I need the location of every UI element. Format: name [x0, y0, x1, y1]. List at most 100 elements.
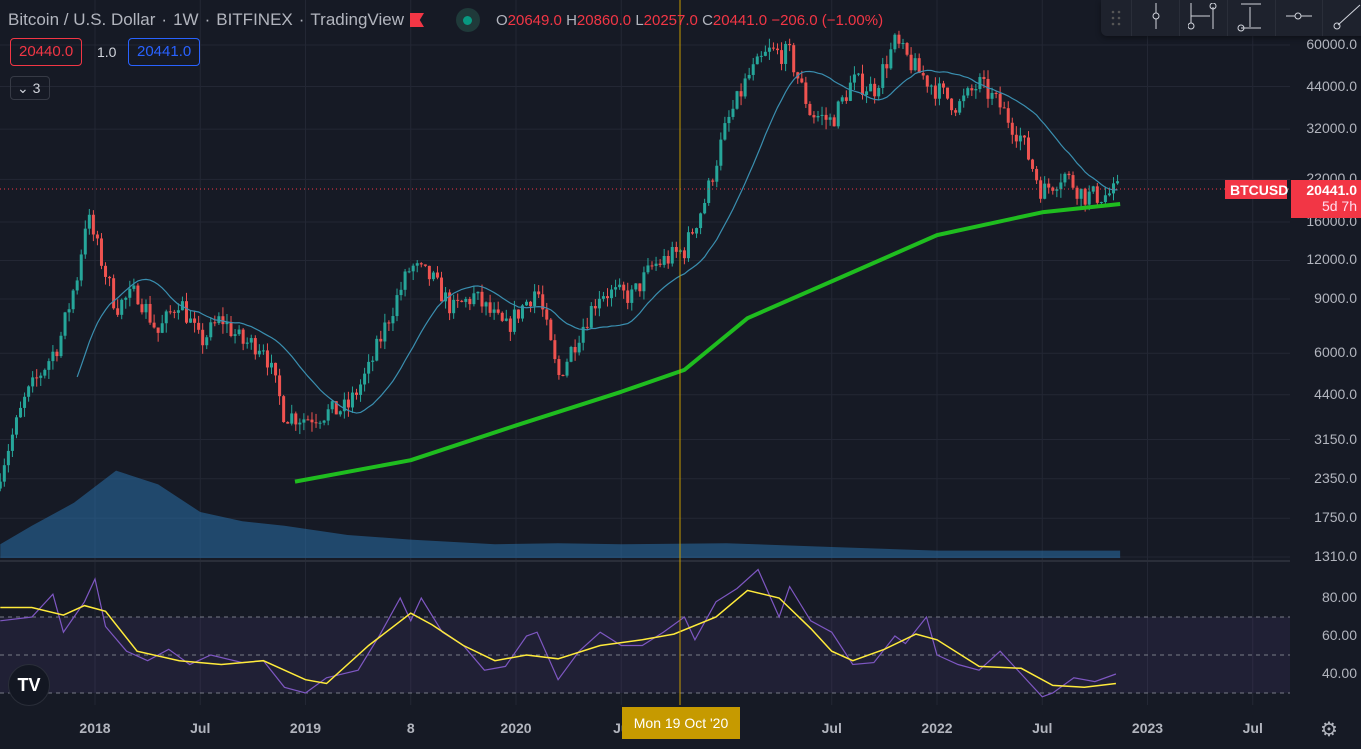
candle-body	[10, 434, 14, 451]
interval[interactable]: 1W	[173, 10, 199, 29]
settings-gear-icon[interactable]: ⚙	[1320, 719, 1338, 741]
candle-body	[286, 422, 290, 424]
ma20-line	[76, 69, 1118, 414]
candle-body	[472, 293, 476, 305]
candle-body	[695, 228, 699, 234]
candle-body	[670, 246, 674, 264]
candle-body	[998, 93, 1002, 108]
candle-body	[124, 297, 128, 300]
candle-body	[537, 291, 541, 295]
candle-body	[144, 303, 148, 313]
candle-body	[35, 377, 39, 379]
flag-icon[interactable]	[409, 13, 424, 27]
candle-body	[739, 91, 743, 97]
candle-body	[516, 309, 520, 319]
candle-body	[610, 289, 614, 299]
candle-body	[201, 329, 205, 346]
candle-body	[650, 265, 654, 267]
candle-body	[553, 340, 557, 360]
candle-body	[755, 56, 759, 65]
candle-body	[148, 303, 152, 323]
candle-body	[480, 291, 484, 307]
candle-body	[638, 283, 642, 292]
candle-body	[245, 342, 249, 344]
rsi-line	[0, 568, 1117, 698]
candle-body	[423, 264, 427, 266]
candle-body	[654, 263, 658, 266]
candle-body	[91, 214, 95, 235]
candle-body	[585, 326, 589, 328]
candle-body	[330, 401, 334, 410]
price-axis-label: 1750.0	[1314, 509, 1357, 526]
candle-body	[1116, 181, 1120, 184]
candle-body	[994, 92, 998, 94]
candle-body	[282, 396, 286, 423]
candle-body	[51, 351, 55, 362]
trend-line-tool-icon[interactable]	[1323, 0, 1361, 36]
candle-body	[229, 321, 233, 337]
candle-body	[512, 309, 516, 332]
candle-body	[933, 85, 937, 99]
candle-body	[986, 78, 990, 99]
candle-body	[375, 338, 379, 361]
candle-body	[500, 312, 504, 321]
candle-body	[622, 284, 626, 291]
candle-body	[1091, 186, 1095, 192]
candle-body	[176, 310, 180, 313]
candle-body	[253, 338, 257, 355]
candle-body	[448, 292, 452, 314]
candle-body	[261, 350, 265, 352]
candle-body	[707, 180, 711, 203]
candle-body	[221, 316, 225, 325]
candle-body	[274, 362, 278, 376]
market-status-icon[interactable]	[455, 8, 480, 32]
tradingview-logo[interactable]: TV	[8, 664, 50, 706]
price-axis-label: 6000.0	[1314, 344, 1357, 361]
candle-body	[379, 338, 383, 342]
candle-body	[403, 271, 407, 290]
candle-body	[642, 272, 646, 292]
candle-body	[921, 72, 925, 76]
candle-body	[193, 318, 197, 323]
candle-body	[83, 228, 87, 255]
symbol-title[interactable]: Bitcoin / U.S. Dollar	[8, 10, 156, 29]
candle-body	[630, 289, 634, 303]
candle-body	[674, 246, 678, 252]
candle-body	[55, 351, 59, 357]
volume-area	[0, 470, 1121, 558]
candle-body	[59, 335, 63, 357]
candle-body	[759, 55, 763, 57]
indicators-toggle[interactable]: ⌄ 3	[10, 76, 50, 100]
sell-button[interactable]: 20440.0	[10, 38, 83, 66]
candle-body	[848, 82, 852, 101]
buy-button[interactable]: 20441.0	[128, 38, 201, 66]
candle-body	[852, 74, 856, 83]
candle-body	[355, 392, 359, 395]
candle-body	[359, 384, 363, 395]
candle-body	[634, 283, 638, 290]
candle-body	[164, 311, 168, 324]
horizontal-ray-tool-icon[interactable]	[1276, 0, 1324, 36]
candle-body	[780, 50, 784, 64]
candle-body	[1071, 175, 1075, 188]
drag-handle-icon[interactable]	[1101, 0, 1133, 36]
vertical-line-tool-icon[interactable]	[1132, 0, 1180, 36]
candle-body	[569, 346, 573, 362]
candle-body	[435, 272, 439, 278]
candle-body	[719, 139, 723, 166]
candle-body	[666, 255, 670, 264]
candle-body	[290, 413, 294, 424]
candle-body	[104, 265, 108, 277]
candle-body	[723, 123, 727, 140]
candle-body	[326, 409, 330, 421]
date-range-tool-icon[interactable]	[1180, 0, 1228, 36]
candle-body	[265, 350, 269, 368]
candle-body	[456, 299, 460, 301]
candle-body	[901, 43, 905, 45]
candle-body	[476, 291, 480, 294]
price-range-tool-icon[interactable]	[1228, 0, 1276, 36]
ma200-line	[294, 201, 1121, 484]
source: TradingView	[310, 10, 404, 29]
candle-body	[589, 306, 593, 328]
